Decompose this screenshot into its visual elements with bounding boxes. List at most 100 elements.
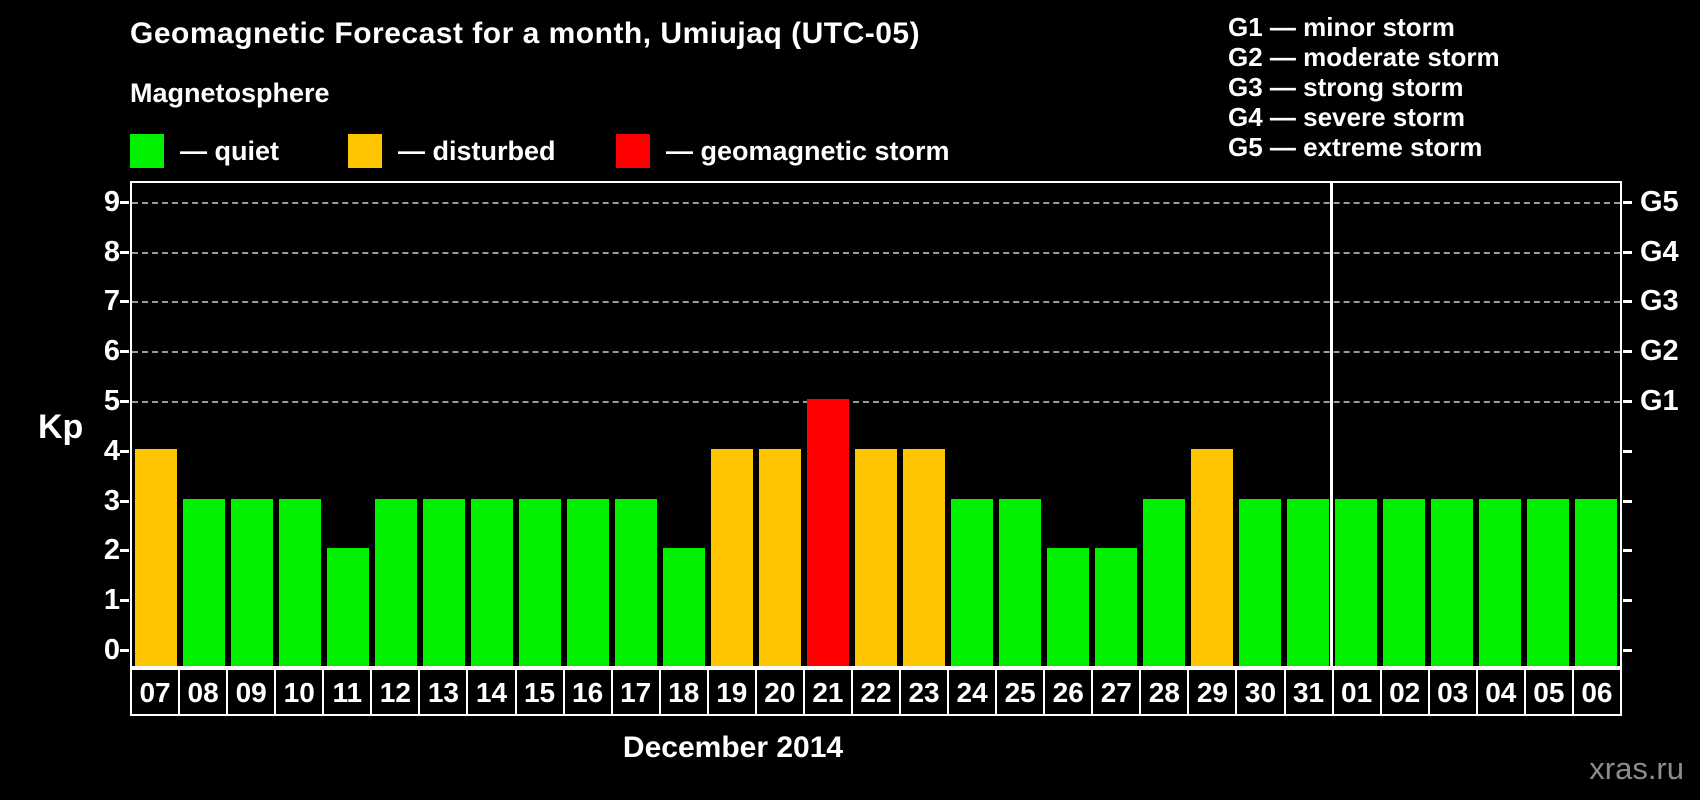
y-tick-left-0 <box>120 649 129 652</box>
y-tick-right-5 <box>1623 400 1632 403</box>
bar-day-20 <box>759 448 801 666</box>
right-scale-label-g1: G1 <box>1640 385 1679 417</box>
day-label-14: 14 <box>466 668 517 716</box>
y-tick-label-1: 1 <box>103 584 120 617</box>
y-tick-label-3: 3 <box>103 484 120 517</box>
bar-day-21 <box>807 399 849 666</box>
legend-item-quiet: — quiet <box>130 134 279 168</box>
storm-scale-g2: G2 — moderate storm <box>1228 42 1500 72</box>
bar-day-24 <box>951 498 993 666</box>
y-tick-left-3 <box>120 499 129 503</box>
day-label-31: 31 <box>1283 668 1334 716</box>
x-axis-day-labels: 07 08 09 10 11 12 13 14 15 16 17 18 19 20 21 22 23 24 25 26… <box>130 668 1622 716</box>
y-tick-label-2: 2 <box>103 534 120 567</box>
y-tick-label-8: 8 <box>103 235 120 268</box>
day-label-23: 23 <box>899 668 950 716</box>
storm-scale-g5: G5 — extreme storm <box>1228 132 1483 162</box>
day-label-10: 10 <box>274 668 325 716</box>
bar-day-18 <box>663 548 705 666</box>
day-label-26: 26 <box>1043 668 1094 716</box>
day-label-15: 15 <box>514 668 565 716</box>
y-tick-left-5 <box>120 400 129 403</box>
y-tick-left-1 <box>120 599 129 603</box>
day-label-18: 18 <box>658 668 709 716</box>
gridline-kp7 <box>132 301 1620 304</box>
day-label-29: 29 <box>1187 668 1238 716</box>
y-tick-label-7: 7 <box>103 285 120 318</box>
y-tick-right-9 <box>1623 200 1632 204</box>
y-tick-right-8 <box>1623 250 1632 254</box>
day-label-05: 05 <box>1523 668 1574 716</box>
chart-title: Geomagnetic Forecast for a month, Umiuja… <box>130 17 921 50</box>
day-label-21: 21 <box>802 668 853 716</box>
day-label-01: 01 <box>1331 668 1382 716</box>
bar-day-31 <box>1287 498 1329 666</box>
bar-day-13 <box>423 498 465 666</box>
legend-heading: Magnetosphere <box>130 78 330 108</box>
bar-day-23 <box>903 448 945 666</box>
bar-day-05 <box>1527 498 1569 666</box>
y-tick-label-4: 4 <box>103 434 120 467</box>
storm-scale-g4: G4 — severe storm <box>1228 102 1466 132</box>
day-label-02: 02 <box>1379 668 1430 716</box>
plot-area <box>130 181 1622 668</box>
bar-day-03 <box>1431 498 1473 666</box>
y-tick-label-0: 0 <box>103 634 120 666</box>
right-scale-label-g4: G4 <box>1640 235 1679 268</box>
x-axis-title: December 2014 <box>622 731 844 764</box>
disturbed-color-swatch <box>348 134 382 168</box>
y-tick-right-2 <box>1623 549 1632 553</box>
bar-day-06 <box>1575 498 1617 666</box>
day-label-06: 06 <box>1571 668 1622 716</box>
bar-day-25 <box>999 498 1041 666</box>
bar-day-29 <box>1191 448 1233 666</box>
bar-day-19 <box>711 448 753 666</box>
day-label-22: 22 <box>850 668 901 716</box>
legend-item-geomagnetic-storm: — geomagnetic storm <box>616 134 950 168</box>
y-tick-label-6: 6 <box>103 335 120 368</box>
month-separator-line <box>1330 183 1333 666</box>
day-label-03: 03 <box>1427 668 1478 716</box>
bar-day-02 <box>1383 498 1425 666</box>
day-label-13: 13 <box>418 668 469 716</box>
legend-label-disturbed: — disturbed <box>398 135 556 166</box>
day-label-08: 08 <box>178 668 229 716</box>
gridline-kp5 <box>132 401 1620 403</box>
y-axis-title: Kp <box>38 408 84 446</box>
y-tick-left-2 <box>120 549 129 553</box>
watermark-link[interactable]: xras.ru <box>1589 751 1684 786</box>
day-label-19: 19 <box>706 668 757 716</box>
right-scale-label-g5: G5 <box>1640 185 1679 218</box>
storm-scale-legend: G1 — minor storm G2 — moderate storm G3 … <box>1228 12 1500 162</box>
gridline-kp8 <box>132 251 1620 254</box>
y-tick-right-0 <box>1623 649 1632 652</box>
day-label-09: 09 <box>226 668 277 716</box>
gridline-kp6 <box>132 351 1620 354</box>
day-label-17: 17 <box>610 668 661 716</box>
bar-day-04 <box>1479 498 1521 666</box>
storm-scale-g3: G3 — strong storm <box>1228 72 1464 102</box>
bar-day-09 <box>231 498 273 666</box>
bar-day-26 <box>1047 548 1089 666</box>
day-label-25: 25 <box>995 668 1046 716</box>
bar-day-15 <box>519 498 561 666</box>
day-label-12: 12 <box>370 668 421 716</box>
storm-scale-g1: G1 — minor storm <box>1228 12 1455 42</box>
bar-day-28 <box>1143 498 1185 666</box>
day-label-04: 04 <box>1475 668 1526 716</box>
day-label-11: 11 <box>322 668 373 716</box>
day-label-30: 30 <box>1235 668 1286 716</box>
day-label-16: 16 <box>562 668 613 716</box>
bar-day-07 <box>135 448 177 666</box>
storm-color-swatch <box>616 134 650 168</box>
gridline-kp9 <box>132 201 1620 204</box>
bar-day-11 <box>327 548 369 666</box>
bar-day-10 <box>279 498 321 666</box>
bar-day-08 <box>183 498 225 666</box>
y-tick-left-7 <box>120 300 129 304</box>
y-tick-left-6 <box>120 350 129 354</box>
y-tick-right-7 <box>1623 300 1632 304</box>
legend-label-geomagnetic-storm: — geomagnetic storm <box>666 135 950 166</box>
y-tick-right-6 <box>1623 350 1632 354</box>
